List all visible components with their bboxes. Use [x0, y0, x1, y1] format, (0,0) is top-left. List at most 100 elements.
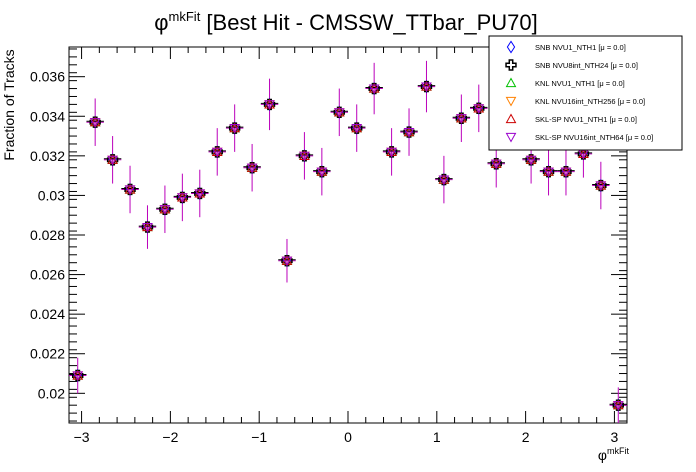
- marker-triangle-down: [194, 189, 206, 199]
- data-point: [592, 161, 610, 210]
- marker-triangle-down: [595, 181, 607, 192]
- y-tick-label: 0.032: [30, 148, 65, 164]
- x-tick-label: −3: [74, 429, 90, 445]
- legend-entry: SKL-SP NVU1_NTH1 [μ = 0.0]: [505, 113, 637, 124]
- marker-triangle-down: [72, 371, 84, 382]
- marker-triangle-down: [351, 124, 363, 134]
- data-point: [609, 387, 627, 423]
- marker-triangle-down: [386, 147, 397, 158]
- marker-triangle-down: [403, 127, 415, 138]
- y-tick-label: 0.02: [38, 385, 65, 401]
- legend-marker-triangle-up: [505, 113, 517, 124]
- y-tick-label: 0.03: [38, 187, 65, 203]
- marker-triangle-down: [560, 167, 572, 178]
- legend-label: SNB NVU1_NTH1 [μ = 0.0]: [535, 43, 626, 52]
- data-point: [138, 205, 157, 249]
- marker-triangle-down: [177, 193, 188, 203]
- data-point: [260, 78, 279, 131]
- data-point: [470, 84, 488, 133]
- data-point: [522, 136, 540, 184]
- marker-triangle-down: [281, 256, 293, 267]
- marker-triangle-down: [229, 124, 241, 134]
- legend-label: KNL NVU16int_NTH256 [μ = 0.0]: [535, 97, 645, 106]
- title-rest: [Best Hit - CMSSW_TTbar_PU70]: [200, 10, 537, 35]
- data-point: [417, 60, 436, 113]
- data-point: [539, 147, 558, 196]
- data-point: [243, 143, 261, 192]
- x-tick-label: 3: [611, 429, 619, 445]
- legend-entry: SNB NVU1_NTH1 [μ = 0.0]: [506, 40, 626, 54]
- marker-triangle-down: [124, 185, 136, 196]
- legend: SNB NVU1_NTH1 [μ = 0.0] SNB NVU8int_NTH24…: [488, 35, 683, 151]
- marker-triangle-down: [211, 147, 223, 158]
- x-tick-label: −2: [162, 429, 178, 445]
- legend-marker-triangle-down: [505, 132, 517, 143]
- marker-triangle-down: [525, 155, 537, 166]
- data-point: [208, 128, 226, 176]
- title-superscript: mkFit: [169, 9, 201, 24]
- legend-label: SKL-SP NVU16int_NTH64 [μ = 0.0]: [535, 133, 653, 142]
- legend-label: SKL-SP NVU1_NTH1 [μ = 0.0]: [535, 115, 637, 124]
- marker-triangle-down: [368, 84, 380, 95]
- data-point: [400, 108, 418, 156]
- marker-triangle-down: [142, 222, 153, 233]
- x-tick-label: 1: [433, 429, 441, 445]
- data-point: [435, 155, 453, 204]
- marker-triangle-down: [438, 175, 450, 186]
- data-point: [69, 357, 87, 394]
- chart-title: φmkFit [Best Hit - CMSSW_TTbar_PU70]: [154, 9, 537, 35]
- marker-triangle-down: [299, 151, 310, 162]
- data-point: [121, 165, 139, 214]
- legend-entry: SKL-SP NVU16int_NTH64 [μ = 0.0]: [505, 132, 653, 143]
- data-point: [191, 169, 209, 218]
- legend-box: [488, 35, 683, 151]
- x-axis-label: φmkFit: [598, 446, 630, 463]
- marker-triangle-down: [473, 104, 485, 114]
- legend-entry: KNL NVU16int_NTH256 [μ = 0.0]: [505, 96, 645, 107]
- legend-label: SNB NVU8int_NTH24 [μ = 0.0]: [535, 61, 638, 70]
- data-point: [452, 94, 471, 142]
- y-tick-label: 0.026: [30, 267, 65, 283]
- data-point: [365, 62, 383, 115]
- marker-triangle-down: [543, 167, 554, 178]
- data-point: [382, 128, 401, 176]
- legend-entry: KNL NVU1_NTH1 [μ = 0.0]: [505, 77, 625, 88]
- marker-triangle-down: [455, 114, 467, 124]
- x-tick-label: −1: [251, 429, 267, 445]
- y-axis-label: Fraction of Tracks: [1, 49, 17, 160]
- y-tick-label: 0.036: [30, 69, 65, 85]
- marker-triangle-down: [421, 82, 432, 93]
- data-point: [295, 132, 314, 180]
- x-tick-label: 0: [344, 429, 352, 445]
- data-point: [225, 104, 244, 152]
- legend-entry: SNB NVU8int_NTH24 [μ = 0.0]: [505, 59, 638, 71]
- data-points: [69, 60, 627, 423]
- x-axis-label-superscript: mkFit: [607, 446, 629, 456]
- x-axis-label-symbol: φ: [598, 447, 607, 463]
- title-symbol: φ: [154, 10, 168, 35]
- marker-triangle-down: [264, 100, 275, 110]
- data-point: [313, 147, 331, 196]
- legend-marker-cross: [505, 59, 517, 71]
- legend-label: KNL NVU1_NTH1 [μ = 0.0]: [535, 79, 625, 88]
- y-tick-label: 0.024: [30, 306, 65, 322]
- data-point: [348, 104, 366, 152]
- legend-marker-diamond: [506, 40, 516, 54]
- marker-triangle-down: [246, 163, 258, 174]
- marker-triangle-down: [490, 159, 502, 170]
- marker-triangle-down: [316, 167, 328, 178]
- marker-triangle-down: [612, 401, 624, 411]
- y-tick-label: 0.022: [30, 346, 65, 362]
- data-point: [330, 88, 349, 137]
- legend-marker-triangle-down: [505, 96, 517, 107]
- data-point: [557, 147, 575, 196]
- marker-triangle-down: [107, 155, 118, 166]
- data-point: [86, 98, 104, 146]
- legend-marker-triangle-up: [505, 77, 517, 88]
- data-point: [173, 173, 192, 222]
- marker-triangle-down: [159, 205, 171, 215]
- y-tick-label: 0.028: [30, 227, 65, 243]
- marker-triangle-down: [89, 118, 101, 128]
- marker-triangle-down: [333, 108, 345, 118]
